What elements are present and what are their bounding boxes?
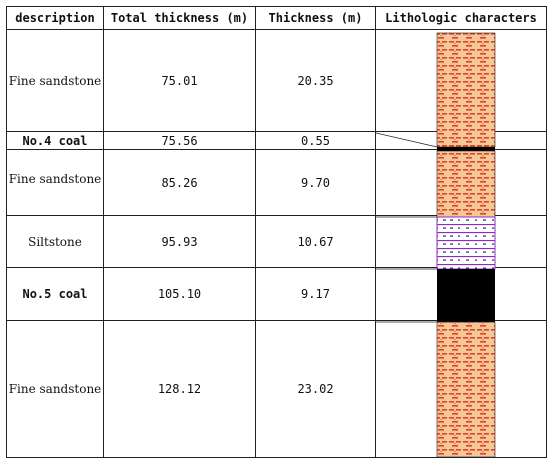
row-lithology — [375, 131, 547, 150]
row-total-thickness: 128.12 — [103, 320, 256, 458]
stratigraphic-table: description Total thickness (m) Thicknes… — [6, 6, 547, 458]
header-lithologic-characters: Lithologic characters — [375, 6, 547, 30]
table-row: No.5 coal 105.10 9.17 — [6, 267, 547, 321]
row-thickness: 9.70 — [255, 149, 376, 216]
row-total-thickness: 95.93 — [103, 215, 256, 268]
row-total-thickness: 85.26 — [103, 149, 256, 216]
row-total-thickness: 105.10 — [103, 267, 256, 321]
table-row: No.4 coal 75.56 0.55 — [6, 131, 547, 150]
row-lithology — [375, 320, 547, 458]
row-description: No.4 coal — [6, 131, 104, 150]
row-description: Fine sandstone — [6, 149, 104, 216]
row-description: Fine sandstone — [6, 29, 104, 132]
row-lithology — [375, 29, 547, 132]
row-total-thickness: 75.56 — [103, 131, 256, 150]
row-description: No.5 coal — [6, 267, 104, 321]
row-total-thickness: 75.01 — [103, 29, 256, 132]
table-row: Fine sandstone 85.26 9.70 — [6, 149, 547, 216]
header-total-thickness: Total thickness (m) — [103, 6, 256, 30]
header-row: description Total thickness (m) Thicknes… — [6, 6, 547, 30]
row-thickness: 10.67 — [255, 215, 376, 268]
row-thickness: 23.02 — [255, 320, 376, 458]
row-lithology — [375, 267, 547, 321]
row-description: Fine sandstone — [6, 320, 104, 458]
table-row: Fine sandstone 75.01 20.35 — [6, 29, 547, 132]
row-thickness: 20.35 — [255, 29, 376, 132]
header-description: description — [6, 6, 104, 30]
row-description: Siltstone — [6, 215, 104, 268]
header-thickness: Thickness (m) — [255, 6, 376, 30]
row-lithology — [375, 149, 547, 216]
row-thickness: 9.17 — [255, 267, 376, 321]
table-row: Fine sandstone 128.12 23.02 — [6, 320, 547, 458]
row-lithology — [375, 215, 547, 268]
row-thickness: 0.55 — [255, 131, 376, 150]
table-row: Siltstone 95.93 10.67 — [6, 215, 547, 268]
